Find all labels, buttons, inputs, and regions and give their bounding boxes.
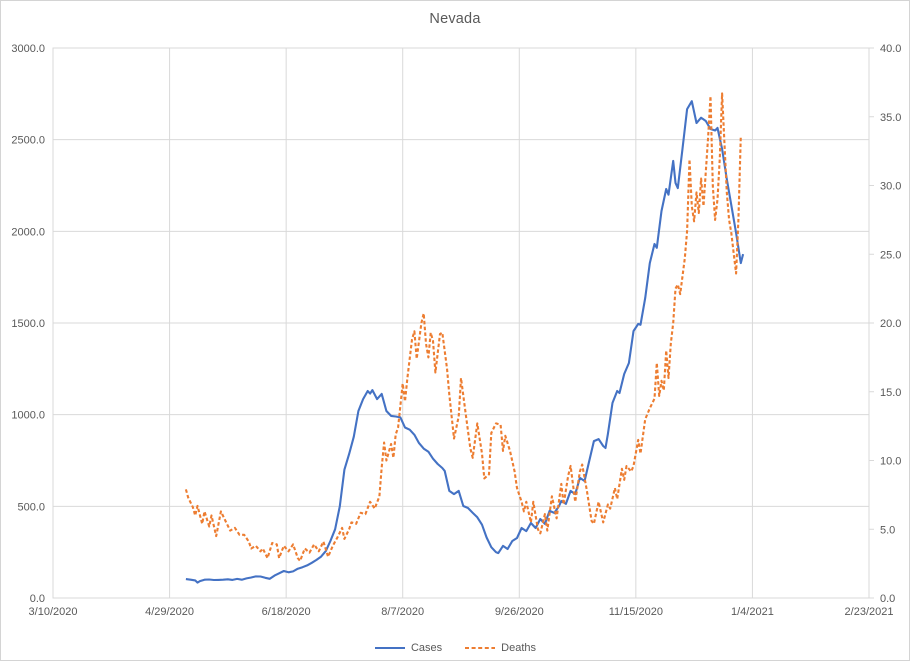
x-axis-tick-label: 4/29/2020 [145, 606, 194, 618]
right-axis-tick-label: 35.0 [880, 112, 901, 124]
left-axis-tick-label: 1000.0 [11, 410, 45, 422]
deaths-line [184, 92, 742, 562]
right-axis-tick-label: 10.0 [880, 456, 901, 468]
x-axis-tick-label: 9/26/2020 [495, 606, 544, 618]
left-axis-tick-label: 500.0 [17, 501, 45, 513]
x-axis-tick-label: 2/23/2021 [845, 606, 894, 618]
chart-title: Nevada [429, 11, 481, 27]
cases-line-swatch [374, 647, 405, 649]
right-axis-tick-label: 5.0 [880, 524, 895, 536]
left-axis-tick-label: 0.0 [30, 593, 45, 605]
legend-item-deaths: Deaths [464, 642, 536, 654]
x-axis-tick-label: 3/10/2020 [29, 606, 78, 618]
left-axis-tick-label: 2000.0 [11, 226, 45, 238]
right-axis-tick-label: 30.0 [880, 181, 901, 193]
left-axis-tick-label: 1500.0 [11, 318, 45, 330]
x-axis-tick-label: 11/15/2020 [609, 606, 663, 618]
left-axis-tick-label: 2500.0 [11, 135, 45, 147]
legend-item-cases: Cases [374, 642, 442, 654]
deaths-line-swatch [465, 647, 496, 649]
left-axis-tick-label: 3000.0 [11, 43, 45, 55]
right-axis-tick-label: 15.0 [880, 387, 901, 399]
right-axis-tick-label: 25.0 [880, 249, 901, 261]
legend: Cases Deaths [1, 642, 909, 654]
right-axis-tick-label: 40.0 [880, 43, 901, 55]
legend-label-deaths: Deaths [501, 642, 537, 654]
legend-label-cases: Cases [410, 642, 443, 654]
x-axis-tick-label: 1/4/2021 [731, 606, 774, 618]
cases-line [185, 100, 745, 584]
x-axis-tick-label: 8/7/2020 [381, 606, 424, 618]
right-axis-tick-label: 0.0 [880, 593, 895, 605]
right-axis-tick-label: 20.0 [880, 318, 901, 330]
x-axis-tick-label: 6/18/2020 [262, 606, 311, 618]
